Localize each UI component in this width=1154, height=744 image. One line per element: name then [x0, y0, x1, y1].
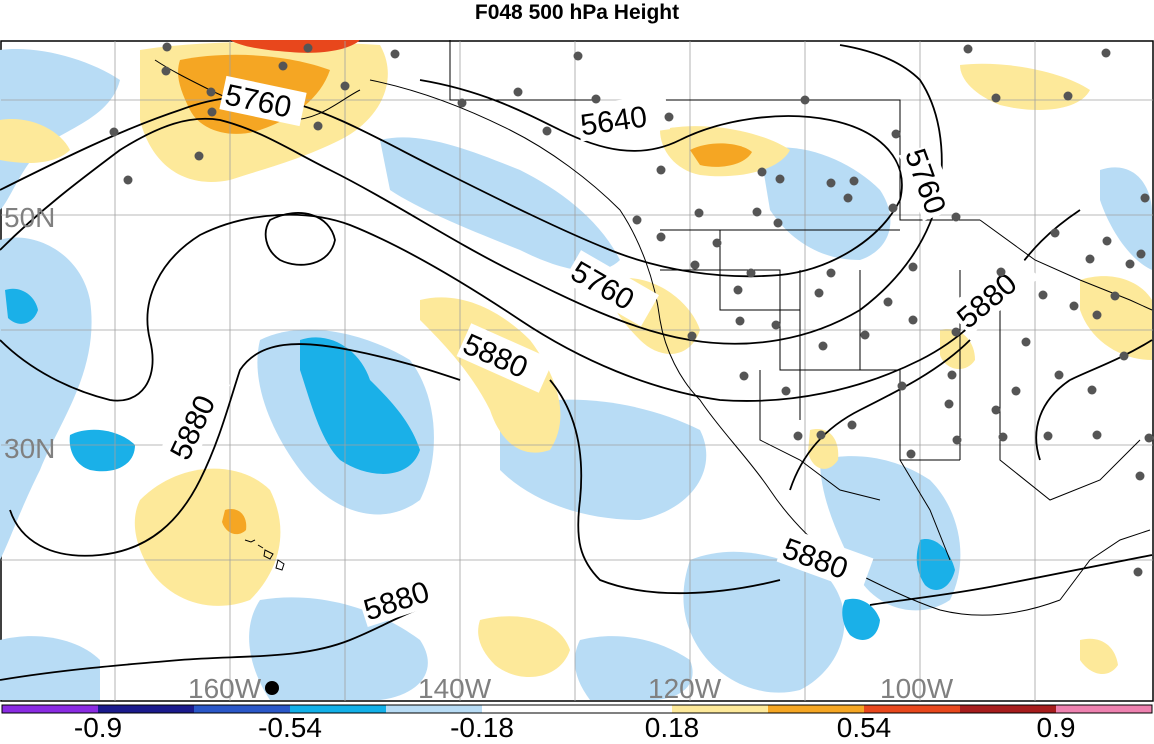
- colorbar-label: 0.54: [836, 712, 892, 743]
- station-markers: [109, 42, 1154, 577]
- svg-text:160W: 160W: [188, 673, 262, 702]
- colorbar: [1, 704, 1153, 714]
- colorbar-label: 0.18: [644, 712, 700, 743]
- location-marker: [265, 681, 279, 695]
- svg-text:140W: 140W: [418, 673, 492, 702]
- map-title: F048 500 hPa Height: [474, 1, 680, 24]
- colorbar-labels: -0.9 -0.54 -0.18 0.18 0.54 0.9: [0, 712, 1154, 743]
- forecast-map[interactable]: 5760 5640 5760 5760 5880 5880 5880 5880: [0, 40, 1154, 702]
- height-contours: [0, 44, 1153, 681]
- colorbar-label: -0.18: [450, 712, 514, 743]
- colorbar-swatches: [2, 705, 1152, 713]
- colorbar-label: -0.9: [73, 712, 123, 743]
- hawaii-islands: [244, 539, 285, 571]
- svg-text:120W: 120W: [648, 673, 722, 702]
- svg-text:100W: 100W: [880, 673, 954, 702]
- colorbar-label: -0.54: [258, 712, 322, 743]
- svg-text:50N: 50N: [4, 202, 55, 233]
- lon-labels: 160W 140W 120W 100W: [188, 673, 954, 702]
- coastlines-borders: [154, 40, 1153, 616]
- strong-negative-anomaly: [5, 288, 955, 640]
- colorbar-label: 0.9: [1036, 712, 1076, 743]
- lat-labels: 50N 30N: [4, 202, 55, 464]
- svg-text:30N: 30N: [4, 433, 55, 464]
